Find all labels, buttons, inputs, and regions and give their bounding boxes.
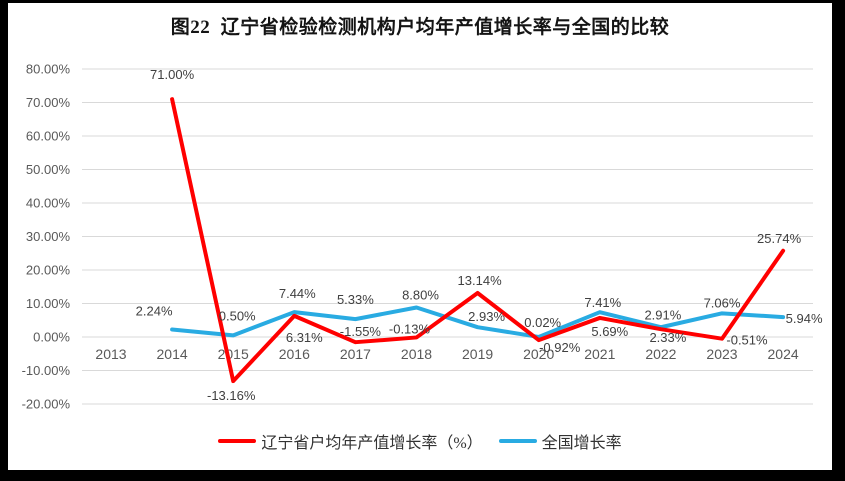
- chart-canvas: 图22 辽宁省检验检测机构户均年产值增长率与全国的比较 80.00% 70.00%…: [8, 3, 832, 470]
- svg-text:7.44%: 7.44%: [279, 286, 316, 301]
- svg-text:13.14%: 13.14%: [458, 273, 503, 288]
- svg-text:70.00%: 70.00%: [26, 95, 71, 110]
- svg-text:2019: 2019: [462, 346, 493, 362]
- svg-text:50.00%: 50.00%: [26, 162, 71, 177]
- svg-text:-0.13%: -0.13%: [389, 321, 431, 336]
- svg-text:2.93%: 2.93%: [468, 309, 505, 324]
- svg-text:2015: 2015: [218, 346, 249, 362]
- svg-text:5.69%: 5.69%: [591, 324, 628, 339]
- svg-text:2022: 2022: [645, 346, 676, 362]
- svg-text:60.00%: 60.00%: [26, 129, 71, 144]
- legend-label-liaoning: 辽宁省户均年产值增长率（%）: [261, 435, 483, 452]
- svg-text:-13.16%: -13.16%: [207, 388, 256, 403]
- svg-text:40.00%: 40.00%: [26, 196, 71, 211]
- svg-text:2016: 2016: [279, 346, 310, 362]
- svg-text:5.94%: 5.94%: [786, 311, 823, 326]
- svg-text:8.80%: 8.80%: [402, 288, 439, 303]
- legend-item-national: 全国增长率: [498, 429, 622, 453]
- svg-text:5.33%: 5.33%: [337, 292, 374, 307]
- svg-text:-0.51%: -0.51%: [726, 333, 768, 348]
- svg-text:0.50%: 0.50%: [219, 308, 256, 323]
- svg-text:0.00%: 0.00%: [33, 330, 70, 345]
- svg-text:-0.92%: -0.92%: [539, 340, 581, 355]
- svg-text:2024: 2024: [768, 346, 799, 362]
- svg-text:2020: 2020: [523, 346, 554, 362]
- legend-label-national: 全国增长率: [541, 435, 622, 452]
- legend-line-red-icon: [218, 439, 257, 443]
- svg-text:6.31%: 6.31%: [286, 330, 323, 345]
- legend-item-liaoning: 辽宁省户均年产值增长率（%）: [218, 429, 483, 453]
- svg-text:2.24%: 2.24%: [136, 303, 173, 318]
- svg-text:2.91%: 2.91%: [644, 307, 681, 322]
- legend-line-blue-icon: [498, 439, 537, 443]
- svg-text:-1.55%: -1.55%: [340, 324, 382, 339]
- svg-text:2014: 2014: [157, 346, 188, 362]
- line-chart: 80.00% 70.00% 60.00% 50.00% 40.00% 30.00% 20.0…: [22, 62, 823, 412]
- svg-text:71.00%: 71.00%: [150, 67, 195, 82]
- svg-text:-20.00%: -20.00%: [22, 397, 71, 412]
- svg-text:20.00%: 20.00%: [26, 263, 71, 278]
- svg-text:2017: 2017: [340, 346, 371, 362]
- svg-text:80.00%: 80.00%: [26, 62, 71, 77]
- svg-text:2013: 2013: [95, 346, 126, 362]
- svg-text:2018: 2018: [401, 346, 432, 362]
- svg-text:-10.00%: -10.00%: [22, 363, 71, 378]
- chart-title: 图22 辽宁省检验检测机构户均年产值增长率与全国的比较: [170, 17, 670, 38]
- chart-legend: 辽宁省户均年产值增长率（%） 全国增长率: [8, 429, 832, 453]
- svg-text:2.33%: 2.33%: [649, 330, 686, 345]
- svg-text:30.00%: 30.00%: [26, 229, 71, 244]
- svg-text:2023: 2023: [706, 346, 737, 362]
- svg-text:7.06%: 7.06%: [704, 295, 741, 310]
- svg-text:2021: 2021: [584, 346, 615, 362]
- svg-text:7.41%: 7.41%: [584, 295, 621, 310]
- svg-text:0.02%: 0.02%: [524, 315, 561, 330]
- svg-text:25.74%: 25.74%: [757, 231, 802, 246]
- svg-text:10.00%: 10.00%: [26, 296, 71, 311]
